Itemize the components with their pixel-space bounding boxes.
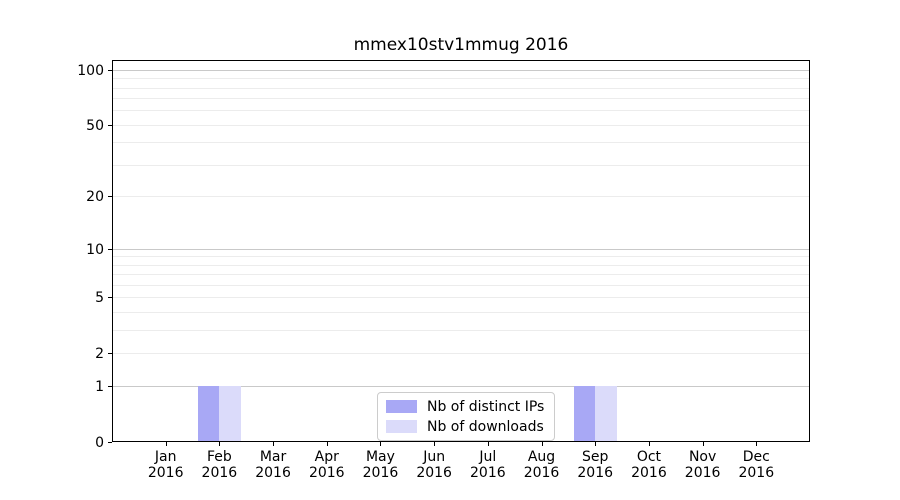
y-tick-mark	[108, 124, 112, 126]
x-tick-mark	[487, 442, 489, 446]
x-tick-label: May 2016	[362, 449, 399, 481]
x-tick-label: Nov 2016	[684, 449, 721, 481]
y-tick-mark	[108, 196, 112, 198]
x-tick-mark	[702, 442, 704, 446]
y-tick-label: 0	[95, 435, 104, 451]
x-tick-label: Feb 2016	[201, 449, 238, 481]
minor-gridline	[113, 297, 809, 299]
legend-swatch-distinct-ips	[386, 400, 417, 413]
x-tick-label: Sep 2016	[577, 449, 614, 481]
x-tick-mark	[595, 442, 597, 446]
x-tick-label: Jan 2016	[147, 449, 184, 481]
x-tick-label: Dec 2016	[738, 449, 775, 481]
x-tick-mark	[541, 442, 543, 446]
legend-label-distinct-ips: Nb of distinct IPs	[427, 398, 545, 415]
x-tick-mark	[219, 442, 221, 446]
minor-gridline	[113, 124, 809, 126]
x-tick-label: Aug 2016	[523, 449, 560, 481]
legend-swatch-downloads	[386, 420, 417, 433]
minor-gridline	[113, 285, 809, 287]
y-tick-mark	[108, 386, 112, 388]
y-tick-label: 2	[95, 346, 104, 363]
x-tick-label: Mar 2016	[255, 449, 291, 481]
plot-area	[112, 60, 810, 442]
y-tick-label: 5	[95, 290, 104, 307]
minor-gridline	[113, 264, 809, 266]
bar-downloads	[219, 386, 241, 441]
x-tick-mark	[273, 442, 275, 446]
chart-title: mmex10stv1mmug 2016	[353, 35, 569, 55]
minor-gridline	[113, 78, 809, 80]
minor-gridline	[113, 142, 809, 144]
y-tick-label: 50	[86, 117, 104, 134]
legend-label-downloads: Nb of downloads	[427, 418, 544, 435]
minor-gridline	[113, 165, 809, 167]
x-tick-label: Apr 2016	[308, 449, 345, 481]
x-tick-mark	[380, 442, 382, 446]
minor-gridline	[113, 312, 809, 314]
x-tick-label: Jun 2016	[416, 449, 452, 481]
minor-gridline	[113, 256, 809, 258]
x-tick-mark	[165, 442, 167, 446]
minor-gridline	[113, 98, 809, 100]
major-gridline	[113, 69, 809, 71]
y-tick-label: 10	[86, 241, 104, 258]
x-tick-label: Jul 2016	[470, 449, 506, 481]
x-tick-label: Oct 2016	[631, 449, 667, 481]
major-gridline	[113, 386, 809, 388]
y-tick-mark	[108, 248, 112, 250]
bar-downloads	[595, 386, 617, 441]
y-tick-mark	[108, 353, 112, 355]
y-tick-mark	[108, 297, 112, 299]
bar-distinct-ips	[197, 386, 220, 441]
x-tick-mark	[326, 442, 328, 446]
bar-distinct-ips	[573, 386, 596, 441]
major-gridline	[113, 248, 809, 250]
legend-item-distinct-ips: Nb of distinct IPs	[386, 397, 544, 416]
y-tick-label: 100	[77, 62, 104, 79]
y-tick-label: 1	[95, 379, 104, 396]
minor-gridline	[113, 353, 809, 355]
legend: Nb of distinct IPs Nb of downloads	[377, 392, 556, 441]
minor-gridline	[113, 110, 809, 112]
y-tick-mark	[108, 69, 112, 71]
minor-gridline	[113, 330, 809, 332]
x-tick-mark	[756, 442, 758, 446]
y-tick-mark	[108, 442, 112, 443]
legend-item-downloads: Nb of downloads	[386, 417, 544, 436]
y-tick-label: 20	[86, 189, 104, 206]
minor-gridline	[113, 196, 809, 198]
x-tick-mark	[434, 442, 436, 446]
minor-gridline	[113, 274, 809, 276]
x-tick-mark	[648, 442, 650, 446]
minor-gridline	[113, 87, 809, 89]
